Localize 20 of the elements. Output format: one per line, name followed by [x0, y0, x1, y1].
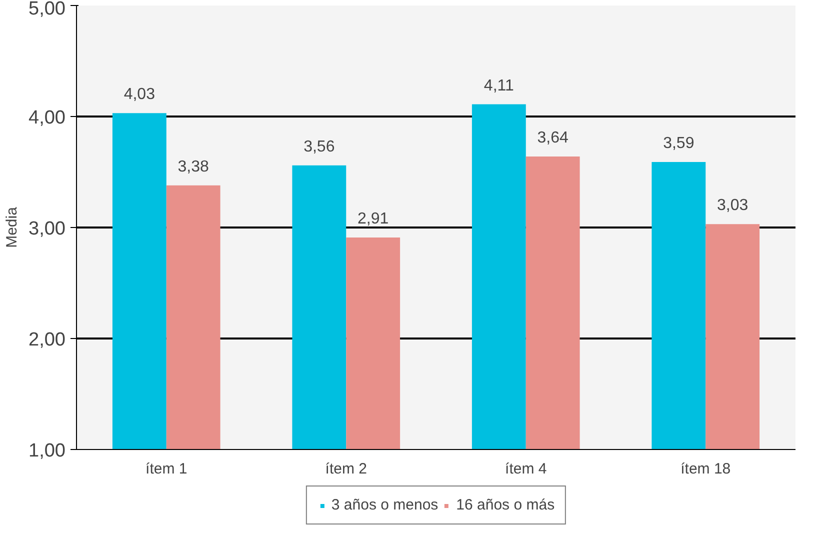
- data-label: 4,03: [124, 86, 156, 104]
- legend-label: 16 años o más: [456, 496, 555, 514]
- y-axis-title: Media: [4, 206, 21, 248]
- data-label: 3,64: [537, 129, 569, 146]
- data-label: 3,56: [304, 138, 335, 156]
- x-tick-label: ítem 4: [505, 460, 547, 478]
- data-label: 4,11: [484, 77, 514, 94]
- x-tick-label: ítem 1: [146, 460, 188, 478]
- data-label: 3,59: [663, 135, 694, 152]
- y-tick-label: 2,00: [28, 330, 66, 350]
- x-tick-label: ítem 18: [680, 460, 731, 478]
- legend-label: 3 años o menos: [331, 496, 438, 514]
- y-tick-label: 5,00: [28, 0, 66, 20]
- x-tick-label: ítem 2: [325, 460, 367, 478]
- y-tick-label: 4,00: [28, 108, 66, 128]
- y-tick-label: 3,00: [28, 218, 66, 240]
- data-label: 3,03: [717, 197, 748, 214]
- data-label: 2,91: [358, 210, 389, 228]
- y-tick-label: 1,00: [28, 440, 66, 462]
- data-label: 3,38: [178, 158, 210, 176]
